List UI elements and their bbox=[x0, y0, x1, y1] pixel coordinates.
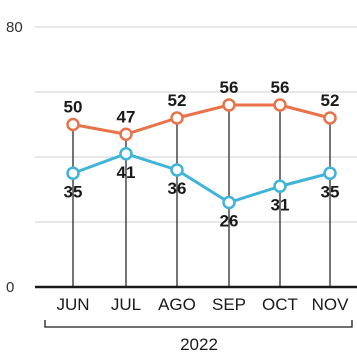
year-label: 2022 bbox=[180, 335, 218, 354]
data-point bbox=[273, 98, 287, 112]
data-point bbox=[323, 111, 337, 125]
data-label: 35 bbox=[64, 182, 83, 201]
y-tick-label: 0 bbox=[6, 279, 14, 296]
x-tick-label: AGO bbox=[158, 295, 196, 314]
data-point bbox=[119, 127, 133, 141]
x-tick-label: SEP bbox=[212, 295, 246, 314]
data-label: 56 bbox=[271, 78, 290, 97]
data-point bbox=[273, 179, 287, 193]
x-tick-label: OCT bbox=[262, 295, 298, 314]
x-tick-label: JUN bbox=[56, 295, 89, 314]
data-label: 47 bbox=[117, 107, 136, 126]
y-axis-labels: 0 80 bbox=[6, 19, 23, 296]
data-point bbox=[222, 195, 236, 210]
data-point bbox=[66, 166, 80, 180]
data-point bbox=[222, 98, 236, 112]
data-label: 52 bbox=[321, 91, 340, 110]
data-label: 35 bbox=[321, 182, 340, 201]
data-point bbox=[170, 111, 184, 125]
series-group bbox=[66, 98, 337, 210]
x-tick-label: NOV bbox=[312, 295, 350, 314]
data-point bbox=[323, 166, 337, 180]
y-tick-label: 80 bbox=[6, 19, 23, 36]
data-labels: 50 47 52 56 56 52 35 41 36 26 31 35 bbox=[64, 78, 340, 231]
data-label: 50 bbox=[64, 98, 83, 117]
x-axis-labels: JUN JUL AGO SEP OCT NOV bbox=[56, 295, 349, 314]
year-bracket bbox=[44, 320, 353, 328]
x-tick-label: JUL bbox=[111, 295, 141, 314]
data-label: 56 bbox=[220, 78, 239, 97]
data-label: 41 bbox=[117, 163, 136, 182]
data-label: 31 bbox=[271, 195, 290, 214]
series-line bbox=[72, 103, 331, 136]
data-point bbox=[66, 117, 80, 132]
data-point bbox=[119, 147, 133, 161]
data-label: 36 bbox=[168, 179, 187, 198]
data-label: 26 bbox=[220, 212, 239, 231]
gridlines bbox=[35, 26, 357, 223]
data-point bbox=[170, 163, 184, 177]
data-label: 52 bbox=[168, 91, 187, 110]
series-line bbox=[72, 152, 331, 204]
